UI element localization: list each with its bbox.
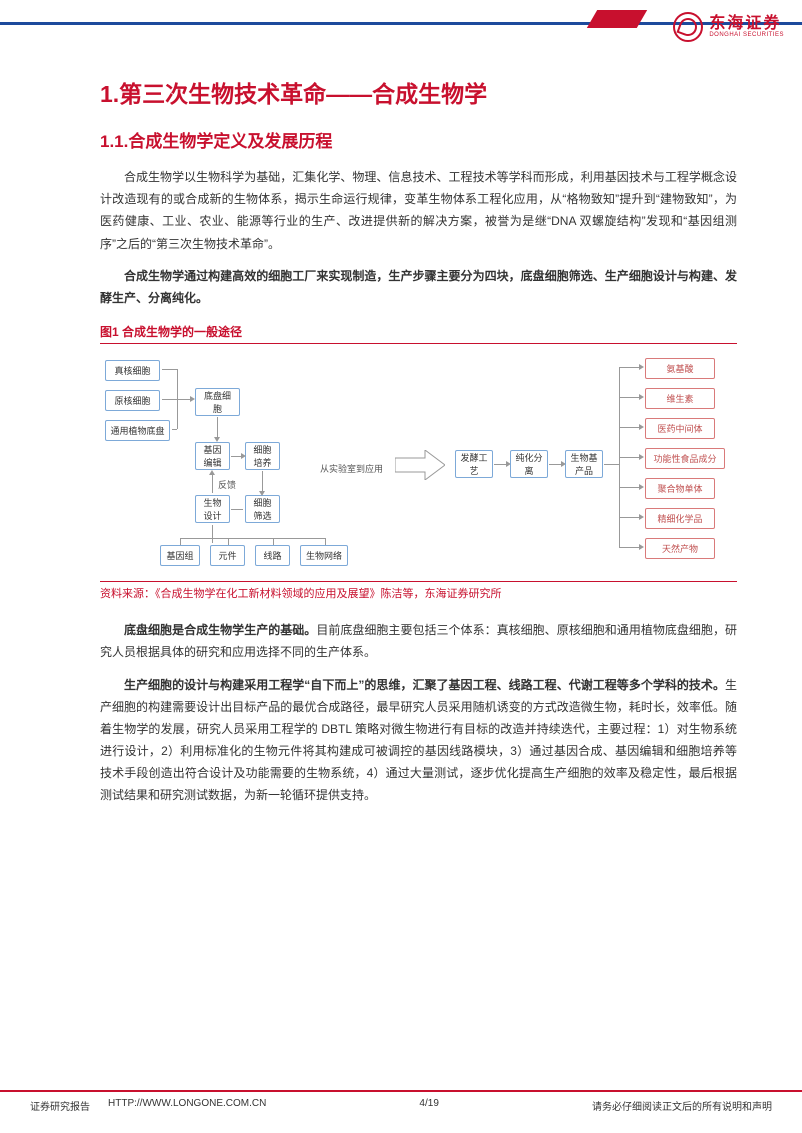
footer-report-type: 证券研究报告	[30, 1098, 90, 1113]
arr	[177, 369, 178, 399]
node-fine-chemical: 精细化学品	[645, 508, 715, 529]
arr	[619, 427, 639, 428]
node-functional-food: 功能性食品成分	[645, 448, 725, 469]
node-circuit: 线路	[255, 545, 290, 566]
arr	[212, 475, 213, 493]
arr	[162, 369, 177, 370]
p4-bold: 生产细胞的设计与构建采用工程学“自下而上”的思维，汇聚了基因工程、线路工程、代谢…	[124, 678, 725, 692]
arr	[619, 517, 639, 518]
footer: 证券研究报告 HTTP://WWW.LONGONE.COM.CN 4/19 请务…	[0, 1090, 802, 1113]
logo-icon	[673, 12, 703, 42]
arr	[231, 509, 243, 510]
p3-bold: 底盘细胞是合成生物学生产的基础。	[124, 623, 316, 637]
node-cell-screen: 细胞筛选	[245, 495, 280, 523]
logo: 东海证券 DONGHAI SECURITIES	[673, 12, 784, 42]
figure1-diagram: 真核细胞 原核细胞 通用植物底盘 底盘细胞 基因编辑 细胞培养 反馈 生物设计 …	[100, 350, 737, 575]
figure1-title: 图1 合成生物学的一般途径	[100, 323, 737, 344]
node-purify: 纯化分离	[510, 450, 548, 478]
p2-bold: 合成生物学通过构建高效的细胞工厂来实现制造，生产步骤主要分为四块，底盘细胞筛选、…	[100, 269, 737, 305]
arr	[162, 399, 190, 400]
arr	[217, 417, 218, 437]
header-accent	[587, 10, 647, 28]
arr	[325, 538, 326, 545]
node-polymer-monomer: 聚合物单体	[645, 478, 715, 499]
arr	[619, 397, 639, 398]
arr	[231, 456, 241, 457]
paragraph-4: 生产细胞的设计与构建采用工程学“自下而上”的思维，汇聚了基因工程、线路工程、代谢…	[100, 674, 737, 807]
logo-en: DONGHAI SECURITIES	[709, 32, 784, 38]
node-vitamin: 维生素	[645, 388, 715, 409]
node-natural-product: 天然产物	[645, 538, 715, 559]
heading-1: 1.第三次生物技术革命——合成生物学	[100, 75, 737, 109]
arr	[619, 367, 639, 368]
footer-url: HTTP://WWW.LONGONE.COM.CN	[108, 1098, 266, 1113]
node-eukaryote: 真核细胞	[105, 360, 160, 381]
node-pharma-intermediate: 医药中间体	[645, 418, 715, 439]
arr	[262, 471, 263, 491]
node-cell-culture: 细胞培养	[245, 442, 280, 470]
node-bioproduct: 生物基产品	[565, 450, 603, 478]
node-plant-chassis: 通用植物底盘	[105, 420, 170, 441]
paragraph-1: 合成生物学以生物科学为基础，汇集化学、物理、信息技术、工程技术等学科而形成，利用…	[100, 166, 737, 255]
label-feedback: 反馈	[218, 478, 236, 491]
arr	[180, 538, 325, 539]
arr	[619, 487, 639, 488]
node-chassis: 底盘细胞	[195, 388, 240, 416]
arr	[212, 525, 213, 543]
node-element: 元件	[210, 545, 245, 566]
paragraph-2: 合成生物学通过构建高效的细胞工厂来实现制造，生产步骤主要分为四块，底盘细胞筛选、…	[100, 265, 737, 309]
node-ferment: 发酵工艺	[455, 450, 493, 478]
arr	[619, 547, 639, 548]
node-gene-edit: 基因编辑	[195, 442, 230, 470]
paragraph-3: 底盘细胞是合成生物学生产的基础。目前底盘细胞主要包括三个体系：真核细胞、原核细胞…	[100, 619, 737, 663]
footer-page: 4/19	[419, 1098, 438, 1113]
logo-cn: 东海证券	[709, 16, 784, 32]
arr	[619, 457, 639, 458]
arr	[172, 429, 177, 430]
arr	[549, 464, 561, 465]
figure1-source: 资料来源：《合成生物学在化工新材料领域的应用及展望》陈洁等，东海证券研究所	[100, 581, 737, 601]
node-prokaryote: 原核细胞	[105, 390, 160, 411]
node-genome: 基因组	[160, 545, 200, 566]
node-amino-acid: 氨基酸	[645, 358, 715, 379]
arr	[494, 464, 506, 465]
label-lab-to-app: 从实验室到应用	[320, 462, 383, 475]
heading-1-1: 1.1.合成生物学定义及发展历程	[100, 127, 737, 152]
content-area: 1.第三次生物技术革命——合成生物学 1.1.合成生物学定义及发展历程 合成生物…	[100, 75, 737, 817]
arr	[273, 538, 274, 545]
p4-rest: 生产细胞的构建需要设计出目标产品的最优合成路径，最早研究人员采用随机诱变的方式改…	[100, 678, 737, 803]
node-bio-network: 生物网络	[300, 545, 348, 566]
node-bio-design: 生物设计	[195, 495, 230, 523]
big-arrow-icon	[395, 450, 445, 480]
arr	[177, 399, 178, 429]
arr	[604, 464, 619, 465]
footer-disclaimer: 请务必仔细阅读正文后的所有说明和声明	[592, 1098, 772, 1113]
arr	[180, 538, 181, 545]
arr	[228, 538, 229, 545]
